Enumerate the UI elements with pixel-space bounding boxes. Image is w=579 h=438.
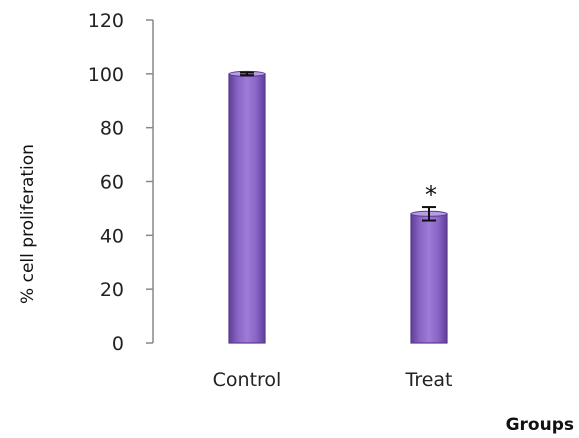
bars: * <box>228 70 448 344</box>
x-category-label: Control <box>213 369 282 391</box>
y-tick-label: 80 <box>100 118 124 140</box>
y-tick-label: 60 <box>100 172 124 194</box>
axes: 0 20 40 60 80 100 120 <box>88 10 154 355</box>
bar-treat <box>410 213 448 344</box>
y-tick-label: 40 <box>100 225 124 247</box>
bar-group-treat: * <box>410 181 448 344</box>
y-tick-label: 20 <box>100 279 124 301</box>
y-tick-label: 0 <box>112 333 124 355</box>
bar-group-control <box>228 70 266 344</box>
labels: Control Treat <box>213 369 453 391</box>
y-tick-label: 100 <box>88 64 124 86</box>
y-tick-label: 120 <box>88 10 124 32</box>
x-category-label: Treat <box>405 369 453 391</box>
significance-marker: * <box>425 181 437 209</box>
x-axis-title: Groups <box>506 415 574 435</box>
y-axis-title: % cell proliferation <box>18 144 38 304</box>
bar-control <box>228 73 266 344</box>
